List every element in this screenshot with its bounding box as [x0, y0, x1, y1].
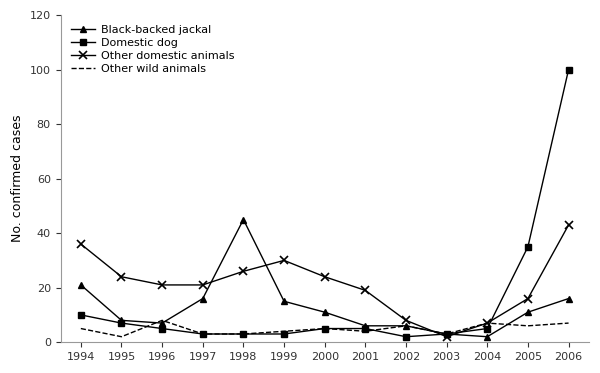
Other domestic animals: [524, 296, 532, 301]
Black-backed jackal: [77, 283, 85, 287]
Domestic dog: [280, 332, 287, 336]
Domestic dog: [403, 335, 410, 339]
Domestic dog: [321, 326, 328, 331]
Domestic dog: [240, 332, 247, 336]
Other domestic animals: [199, 283, 206, 287]
Domestic dog: [77, 313, 85, 317]
Black-backed jackal: [158, 321, 166, 325]
Other domestic animals: [280, 258, 287, 263]
Line: Other domestic animals: Other domestic animals: [77, 221, 573, 341]
Other wild animals: [199, 332, 206, 336]
Other wild animals: [240, 332, 247, 336]
Domestic dog: [565, 68, 572, 72]
Other wild animals: [321, 326, 328, 331]
Black-backed jackal: [443, 332, 450, 336]
Other domestic animals: [240, 269, 247, 273]
Other domestic animals: [321, 275, 328, 279]
Other wild animals: [118, 335, 125, 339]
Black-backed jackal: [565, 296, 572, 301]
Other domestic animals: [362, 288, 369, 293]
Y-axis label: No. confirmed cases: No. confirmed cases: [11, 115, 24, 242]
Other wild animals: [565, 321, 572, 325]
Black-backed jackal: [484, 335, 491, 339]
Domestic dog: [158, 326, 166, 331]
Other domestic animals: [443, 335, 450, 339]
Other wild animals: [158, 318, 166, 323]
Domestic dog: [362, 326, 369, 331]
Other domestic animals: [118, 275, 125, 279]
Black-backed jackal: [118, 318, 125, 323]
Domestic dog: [443, 332, 450, 336]
Line: Other wild animals: Other wild animals: [81, 320, 569, 337]
Other wild animals: [484, 321, 491, 325]
Line: Domestic dog: Domestic dog: [77, 66, 572, 340]
Other wild animals: [403, 323, 410, 328]
Other wild animals: [77, 326, 85, 331]
Other wild animals: [280, 329, 287, 333]
Other wild animals: [524, 323, 532, 328]
Line: Black-backed jackal: Black-backed jackal: [77, 216, 572, 340]
Black-backed jackal: [524, 310, 532, 314]
Domestic dog: [524, 245, 532, 249]
Black-backed jackal: [403, 323, 410, 328]
Black-backed jackal: [199, 296, 206, 301]
Other domestic animals: [403, 318, 410, 323]
Other domestic animals: [77, 242, 85, 246]
Domestic dog: [118, 321, 125, 325]
Black-backed jackal: [280, 299, 287, 304]
Domestic dog: [484, 326, 491, 331]
Domestic dog: [199, 332, 206, 336]
Other wild animals: [362, 329, 369, 333]
Black-backed jackal: [362, 323, 369, 328]
Other wild animals: [443, 332, 450, 336]
Black-backed jackal: [321, 310, 328, 314]
Other domestic animals: [484, 321, 491, 325]
Other domestic animals: [158, 283, 166, 287]
Legend: Black-backed jackal, Domestic dog, Other domestic animals, Other wild animals: Black-backed jackal, Domestic dog, Other…: [66, 21, 238, 78]
Black-backed jackal: [240, 217, 247, 222]
Other domestic animals: [565, 223, 572, 227]
